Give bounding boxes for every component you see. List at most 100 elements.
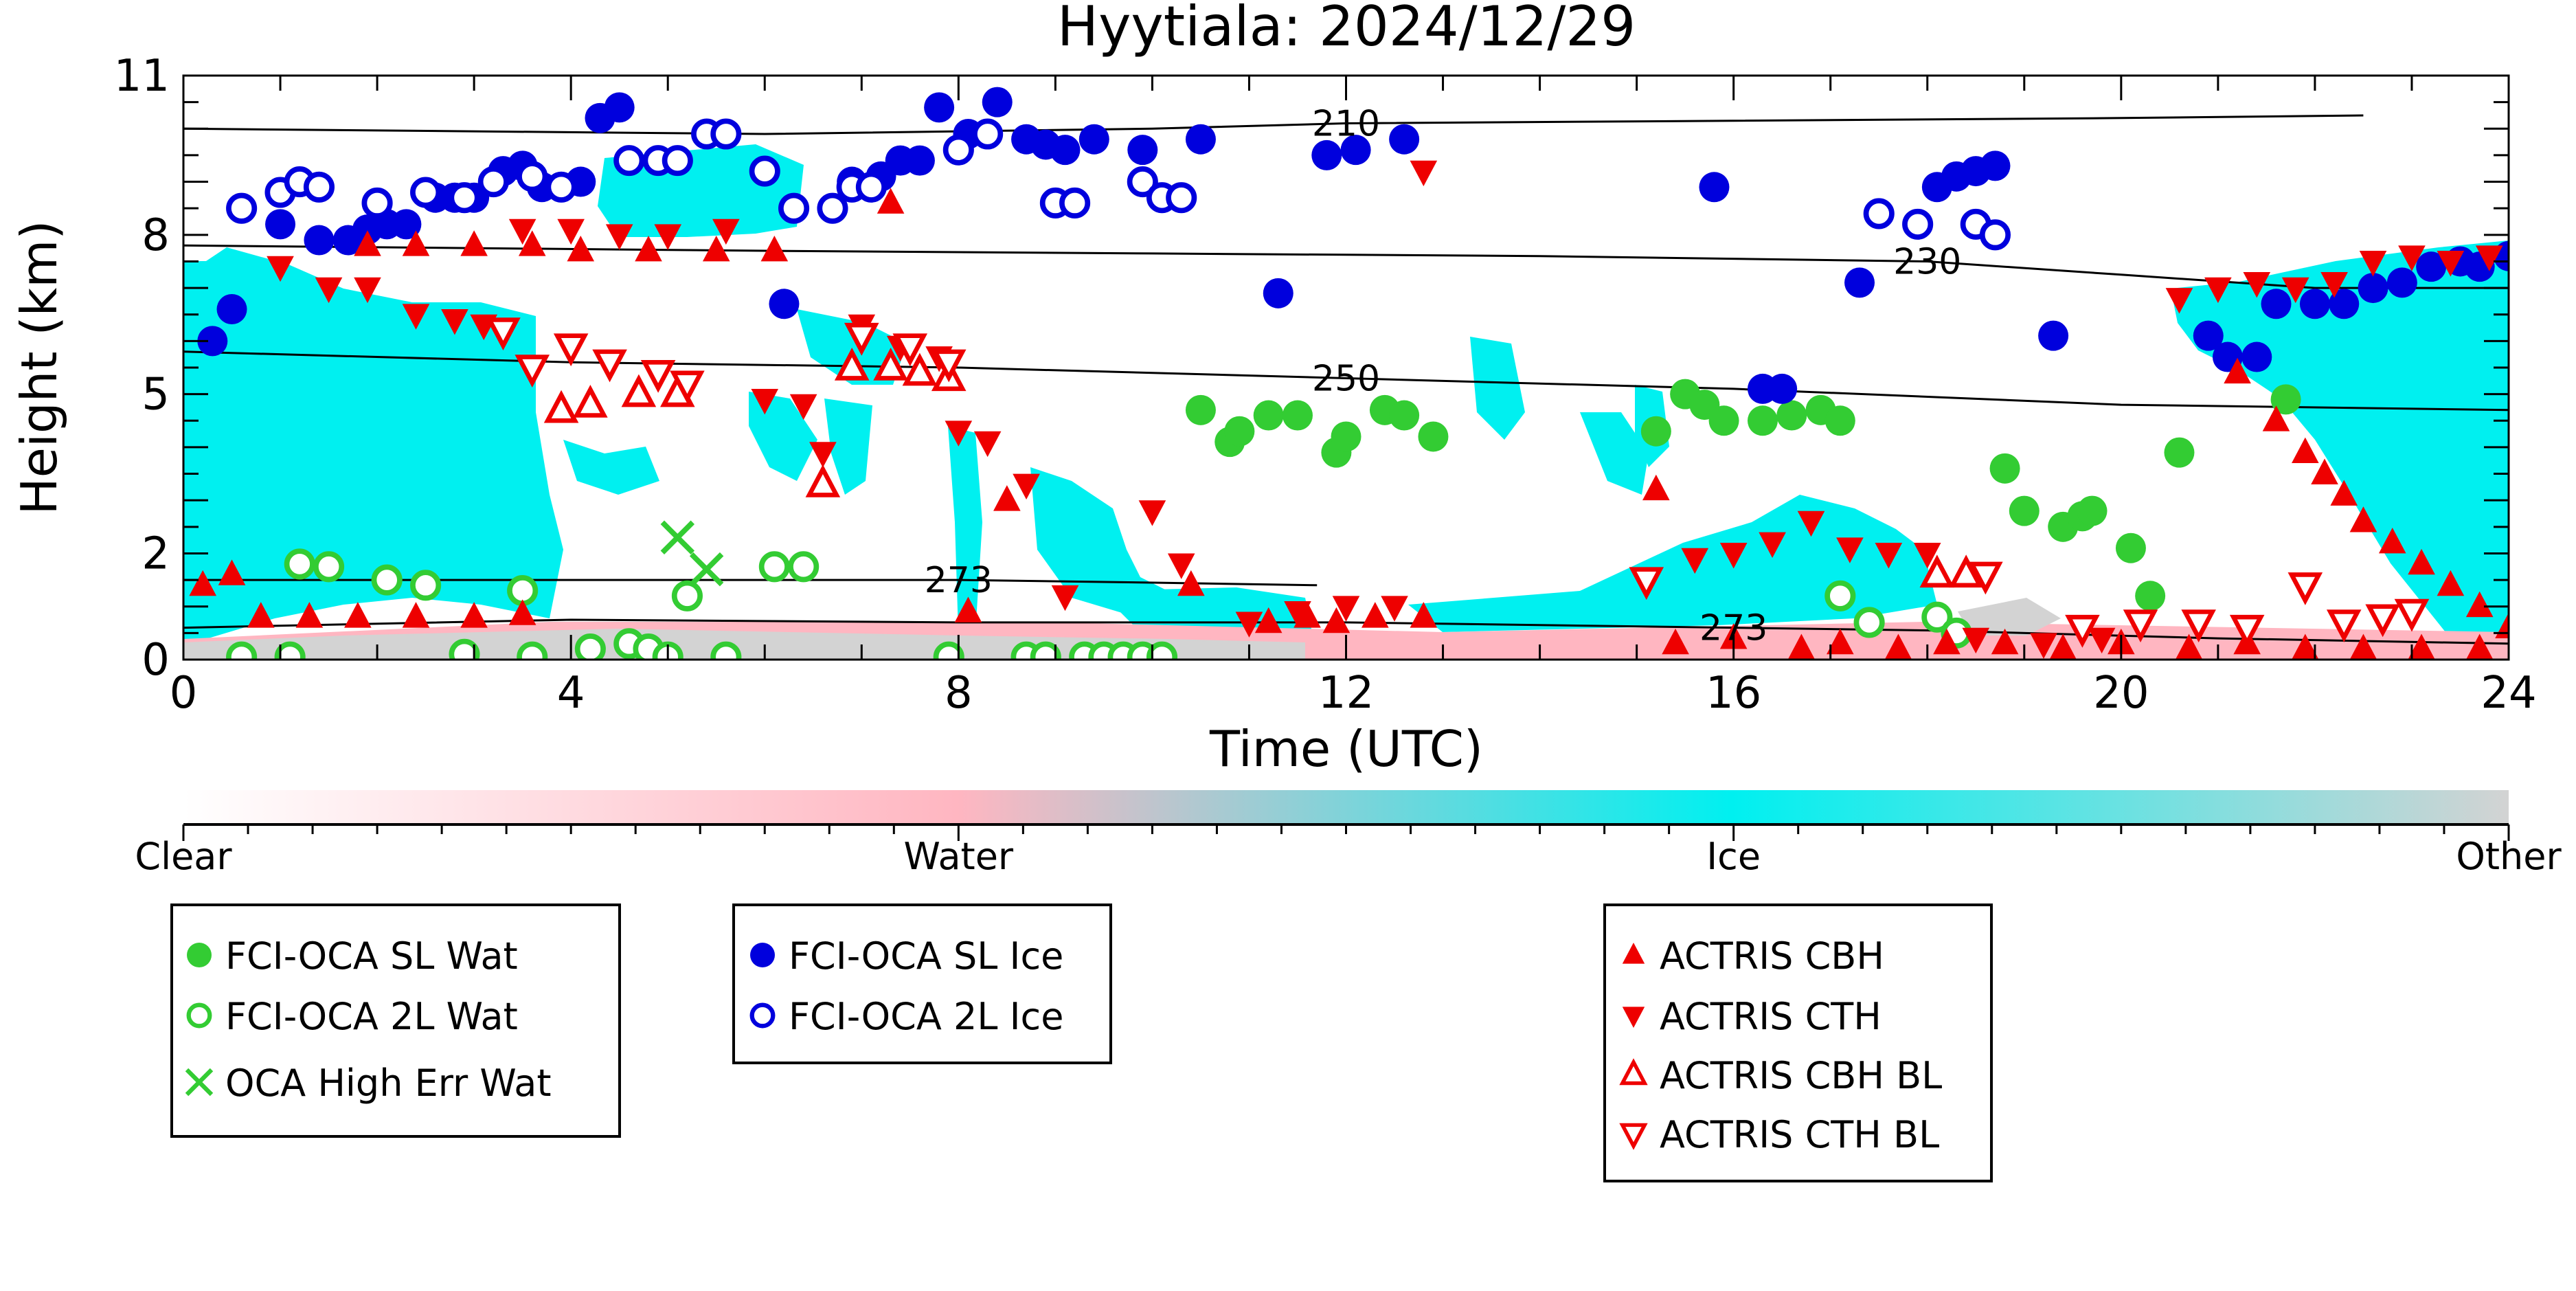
ice-cloud-region xyxy=(563,440,659,495)
actris-cth-point xyxy=(2398,245,2426,271)
legend-box-actris xyxy=(1603,903,1993,1182)
actris-cbh-point xyxy=(508,599,536,625)
actris-cth-bl-point xyxy=(640,360,676,393)
actris-cbh-bl-point xyxy=(573,385,608,418)
actris-cbh-point xyxy=(2311,458,2338,484)
fci-oca-sl-ice-point xyxy=(2193,320,2224,351)
actris-cth-bl-point xyxy=(892,333,928,367)
actris-cbh-point xyxy=(1884,633,1912,660)
actris-cth-point xyxy=(267,256,294,282)
fci-oca-2l-ice-point xyxy=(545,171,577,203)
ice-cloud-region xyxy=(824,398,872,495)
ice-cloud-region xyxy=(1580,412,1649,495)
actris-cbh-point xyxy=(2378,528,2406,554)
fci-oca-2l-ice-point xyxy=(749,155,780,187)
contour-line xyxy=(183,114,2364,135)
legend-label: FCI-OCA SL Ice xyxy=(789,934,1063,978)
actris-cbh-point xyxy=(2175,633,2203,660)
fci-oca-sl-ice-point xyxy=(304,225,335,256)
colorbar-label: Other xyxy=(2456,835,2562,878)
fci-oca-sl-ice-point xyxy=(769,289,800,319)
actris-cbh-point xyxy=(2408,548,2435,575)
fci-oca-2l-ice-point xyxy=(855,171,887,203)
fci-oca-2l-ice-point xyxy=(613,145,645,177)
fci-oca-2l-wat-point xyxy=(274,641,306,660)
fci-oca-sl-ice-point xyxy=(1263,278,1293,308)
legend-box-ice xyxy=(732,903,1112,1064)
actris-cth-point xyxy=(2165,288,2193,314)
fci-oca-2l-wat-point xyxy=(517,641,548,660)
fci-oca-sl-ice-point xyxy=(1078,124,1109,155)
actris-cbh-bl-point xyxy=(621,374,657,407)
fci-oca-sl-ice-point xyxy=(1050,135,1081,166)
actris-cth-point xyxy=(945,420,973,447)
fci-oca-sl-wat-point xyxy=(1389,400,1420,431)
x-tick-label: 20 xyxy=(2093,668,2149,719)
actris-cbh-point xyxy=(344,602,372,628)
fci-oca-2l-ice-point xyxy=(972,118,1004,150)
x-tick-label: 0 xyxy=(170,668,198,719)
fci-oca-sl-ice-point xyxy=(604,92,635,123)
fci-oca-sl-wat-point xyxy=(1989,453,2020,484)
legend-label: FCI-OCA 2L Ice xyxy=(789,995,1063,1038)
actris-cth-point xyxy=(2437,251,2465,277)
actris-cth-point xyxy=(1167,553,1195,579)
fci-oca-2l-ice-point xyxy=(517,161,548,192)
fci-oca-sl-ice-point xyxy=(2299,289,2330,319)
fci-oca-sl-ice-point xyxy=(924,92,955,123)
actris-cth-point xyxy=(2359,251,2387,277)
fci-oca-2l-ice-point xyxy=(1059,187,1091,219)
x-tick-label: 4 xyxy=(557,668,585,719)
actris-cth-point xyxy=(1875,543,1903,569)
actris-cbh-point xyxy=(2408,633,2435,660)
fci-oca-sl-ice-point xyxy=(1699,172,1730,203)
actris-cbh-point xyxy=(402,602,430,628)
actris-cth-point xyxy=(354,277,381,304)
actris-cbh-point xyxy=(1410,602,1438,628)
fci-oca-sl-wat-point xyxy=(1776,400,1807,431)
actris-cbh-bl-point xyxy=(1919,554,1955,588)
fci-oca-2l-wat-point xyxy=(284,548,315,580)
actris-cth-bl-point xyxy=(844,322,879,356)
fci-oca-2l-wat-point xyxy=(758,551,790,583)
colorbar-gradient xyxy=(183,790,2509,824)
fci-oca-2l-wat-point xyxy=(1921,601,1953,633)
contour-line xyxy=(183,579,1318,587)
actris-cth-point xyxy=(2475,245,2503,271)
actris-cbh-point xyxy=(635,236,662,262)
fci-oca-2l-wat-point xyxy=(1030,641,1061,660)
actris-cbh-point xyxy=(1991,628,2019,655)
actris-cth-point xyxy=(557,218,585,245)
legend-label: ACTRIS CBH xyxy=(1660,934,1884,978)
y-tick-label: 8 xyxy=(142,210,170,261)
actris-cth-point xyxy=(1332,596,1360,622)
actris-cth-point xyxy=(1235,611,1263,638)
actris-cbh-point xyxy=(760,236,789,262)
fci-oca-sl-wat-point xyxy=(1282,400,1313,431)
fci-oca-sl-ice-point xyxy=(2241,341,2272,372)
actris-cbh-point xyxy=(1827,628,1854,655)
fci-oca-sl-ice-point xyxy=(265,209,296,240)
actris-cth-bl-point xyxy=(1629,567,1664,600)
actris-cth-point xyxy=(2030,633,2057,659)
actris-cth-point xyxy=(654,224,682,250)
legend-marker xyxy=(1619,1123,1648,1150)
ice-cloud-region xyxy=(749,392,817,481)
actris-cth-point xyxy=(1962,627,1990,654)
actris-cth-bl-point xyxy=(2287,572,2323,605)
contour-label: 273 xyxy=(925,560,993,601)
actris-cbh-point xyxy=(189,570,217,596)
actris-cbh-point xyxy=(954,596,982,622)
fci-oca-2l-ice-point xyxy=(477,166,509,198)
legend-marker xyxy=(187,943,212,967)
fci-oca-sl-wat-point xyxy=(2164,437,2195,468)
y-tick-label: 0 xyxy=(142,635,170,686)
actris-cbh-point xyxy=(2049,633,2077,660)
x-tick-label: 24 xyxy=(2481,668,2536,719)
ice-cloud-region xyxy=(1408,495,1937,632)
actris-cbh-point xyxy=(2262,405,2290,431)
actris-cth-point xyxy=(2281,277,2309,304)
actris-cth-bl-point xyxy=(2181,609,2216,642)
actris-cth-point xyxy=(751,388,779,415)
